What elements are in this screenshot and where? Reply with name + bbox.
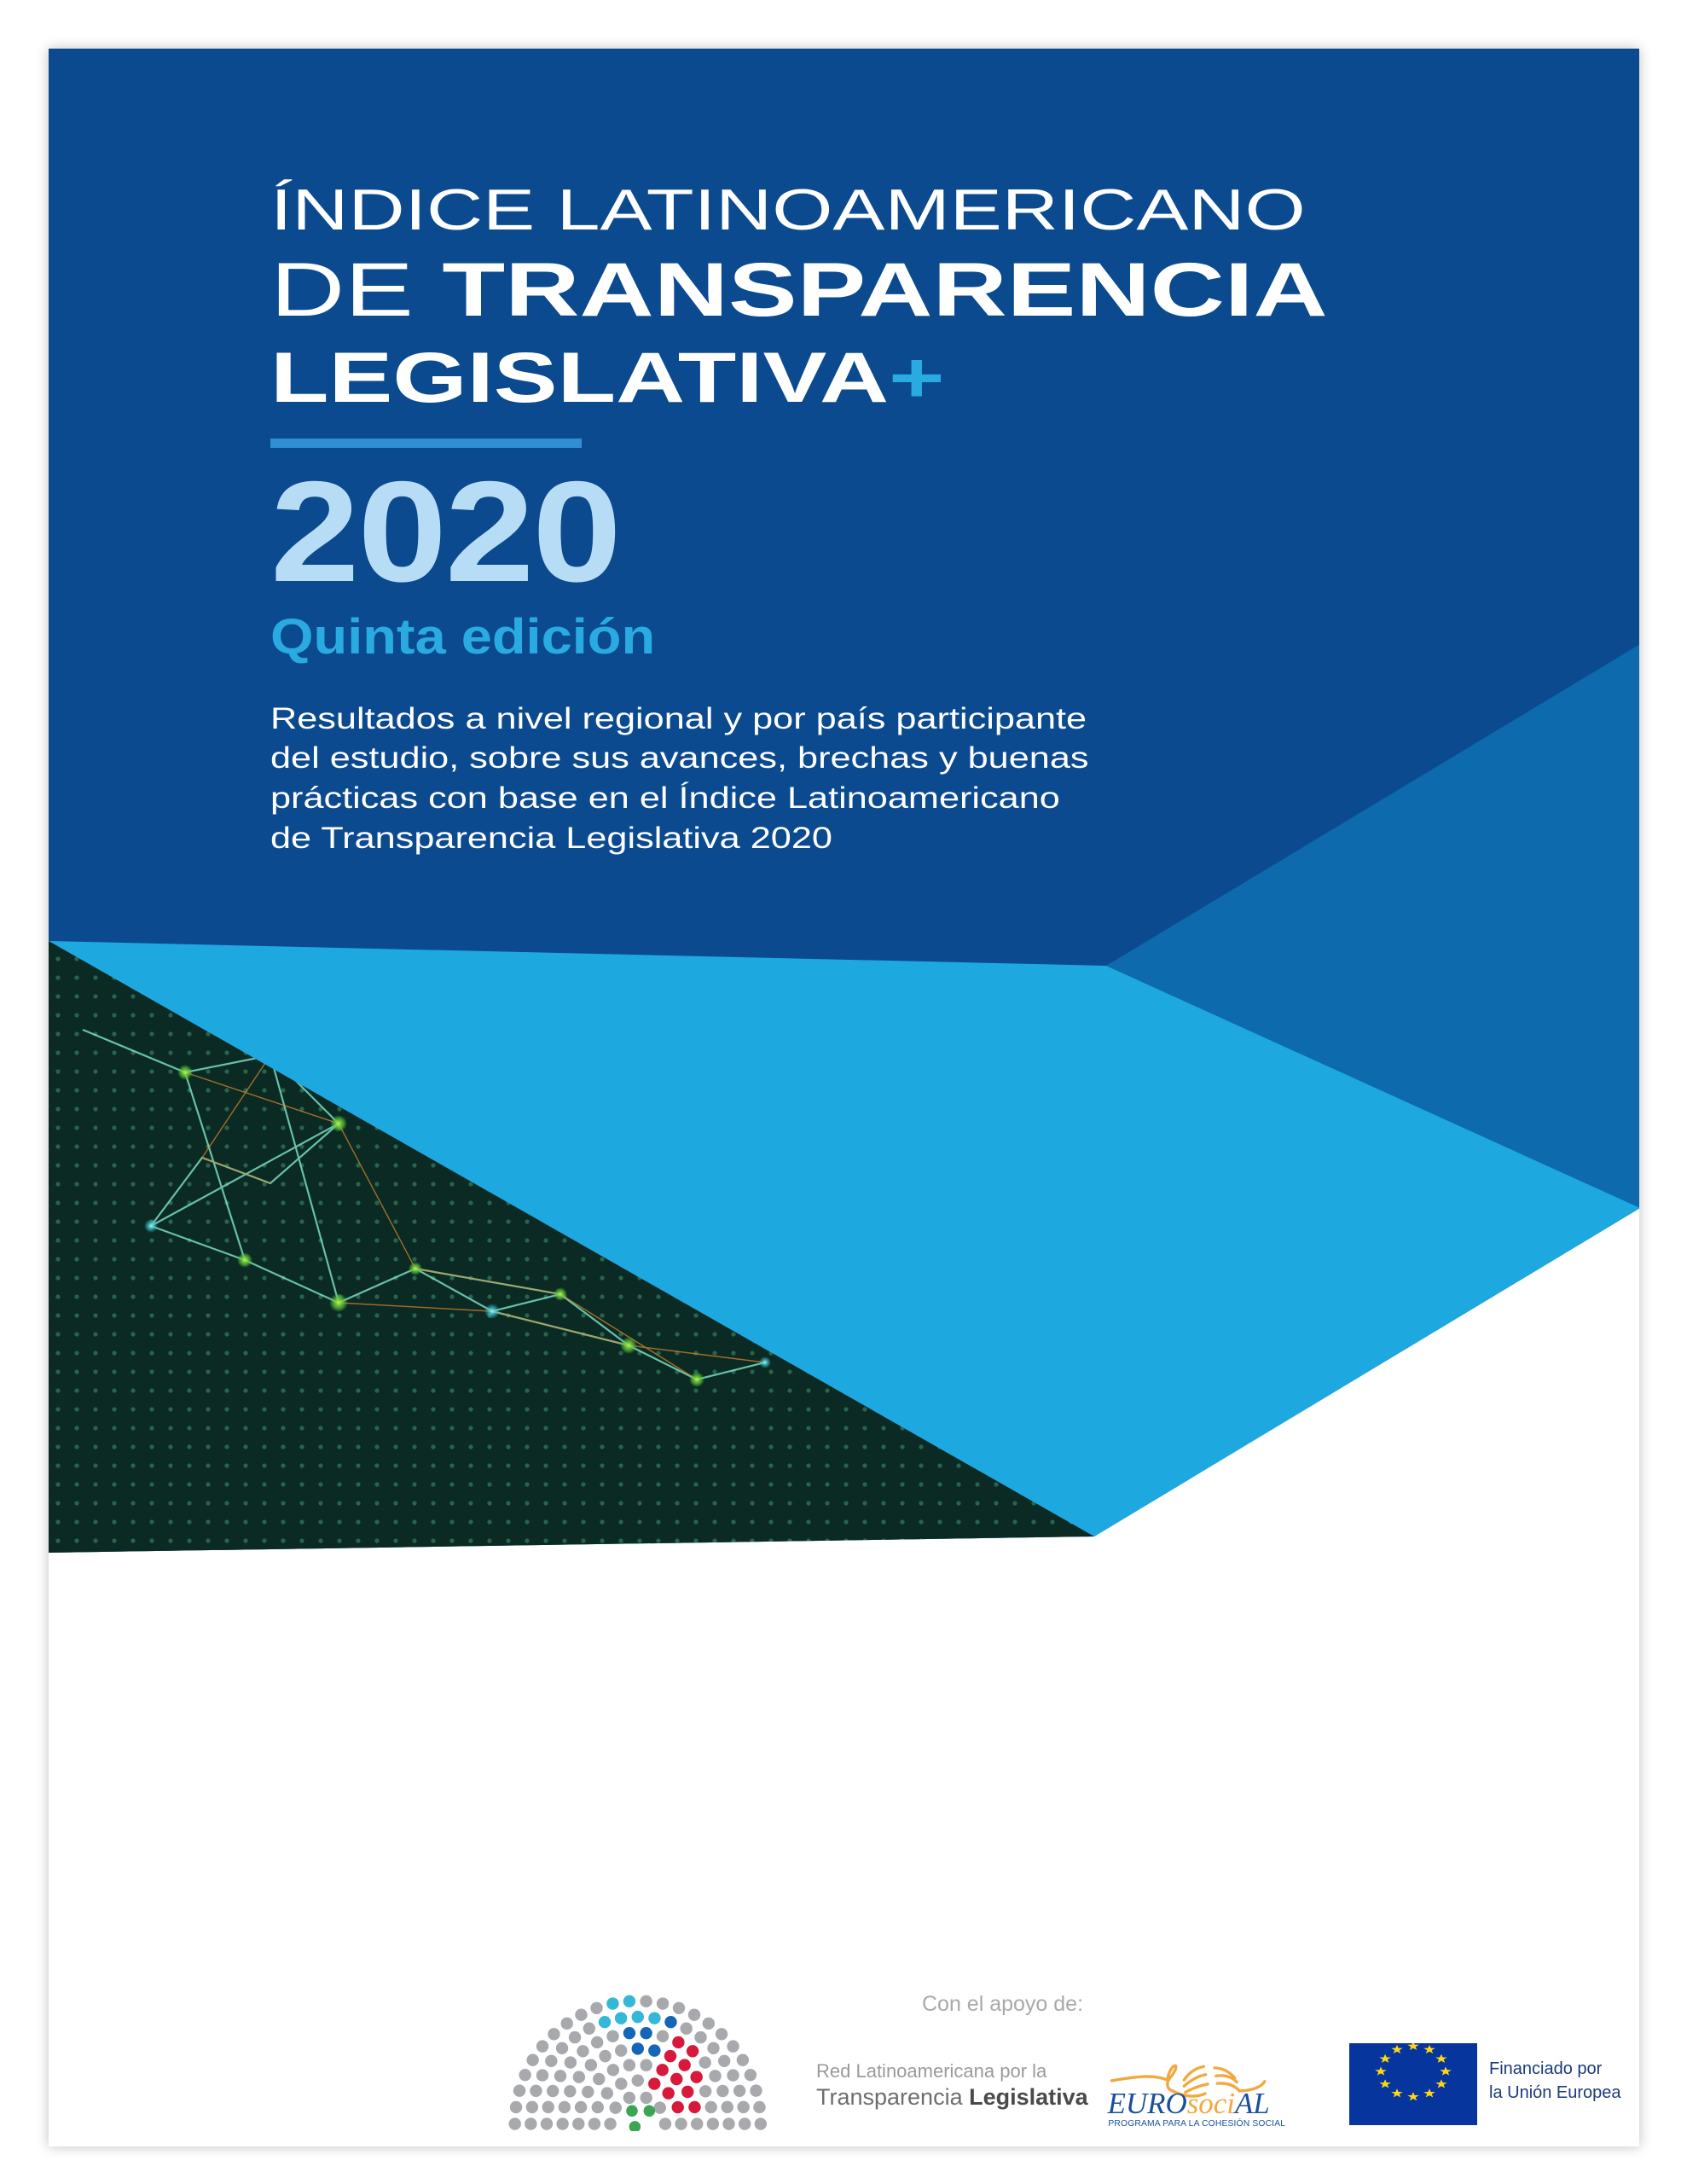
- svg-text:PROGRAMA PARA LA COHESIÓN SOCI: PROGRAMA PARA LA COHESIÓN SOCIAL: [1108, 2117, 1285, 2129]
- svg-text:EUROsociAL: EUROsociAL: [1107, 2087, 1270, 2120]
